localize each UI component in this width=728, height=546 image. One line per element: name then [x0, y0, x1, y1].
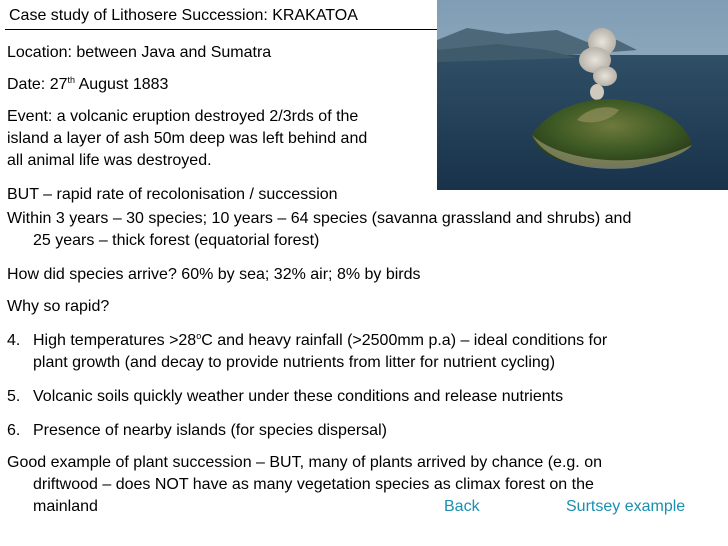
date-prefix: Date: 27: [7, 76, 68, 93]
reason-6-number: 6.: [7, 422, 21, 439]
but-text: BUT – rapid rate of recolonisation / suc…: [7, 186, 338, 203]
date-suffix: August 1883: [75, 76, 169, 93]
arrival-text: How did species arrive? 60% by sea; 32% …: [7, 266, 421, 283]
reason-5-number: 5.: [7, 388, 21, 405]
reason-6: 6. Presence of nearby islands (for specie…: [7, 420, 387, 442]
date-superscript: th: [67, 75, 75, 85]
event-line-1: Event: a volcanic eruption destroyed 2/3…: [7, 108, 359, 125]
reason-4-text-b: C and heavy rainfall (>2500mm p.a) – ide…: [201, 332, 608, 349]
conclusion-line-3: mainland: [33, 498, 98, 515]
within-line-1: Within 3 years – 30 species; 10 years – …: [7, 210, 632, 227]
surtsey-example-link[interactable]: Surtsey example: [566, 498, 686, 515]
reason-5-text: Volcanic soils quickly weather under the…: [33, 388, 564, 405]
reason-4-number: 4.: [7, 332, 21, 349]
reason-4-line-1: 4. High temperatures >28oC and heavy rain…: [7, 330, 607, 352]
krakatoa-island-photo: [437, 0, 728, 190]
slide-title: Case study of Lithosere Succession: KRAK…: [5, 4, 437, 30]
reason-4-line-2: plant growth (and decay to provide nutri…: [33, 354, 556, 371]
reason-5: 5. Volcanic soils quickly weather under t…: [7, 386, 563, 408]
event-line-2: island a layer of ash 50m deep was left …: [7, 130, 368, 147]
reason-4-text-a: High temperatures >28: [33, 332, 197, 349]
event-line-3: all animal life was destroyed.: [7, 152, 212, 169]
reason-6-text: Presence of nearby islands (for species …: [33, 422, 387, 439]
within-line-2: 25 years – thick forest (equatorial fore…: [33, 232, 320, 249]
back-link[interactable]: Back: [444, 498, 480, 515]
date-text: Date: 27th August 1883: [7, 74, 168, 96]
conclusion-line-2: driftwood – does NOT have as many vegeta…: [33, 476, 594, 493]
why-rapid-heading: Why so rapid?: [7, 298, 110, 315]
degree-superscript: o: [196, 331, 202, 341]
location-text: Location: between Java and Sumatra: [7, 44, 272, 61]
conclusion-line-1: Good example of plant succession – BUT, …: [7, 454, 602, 471]
